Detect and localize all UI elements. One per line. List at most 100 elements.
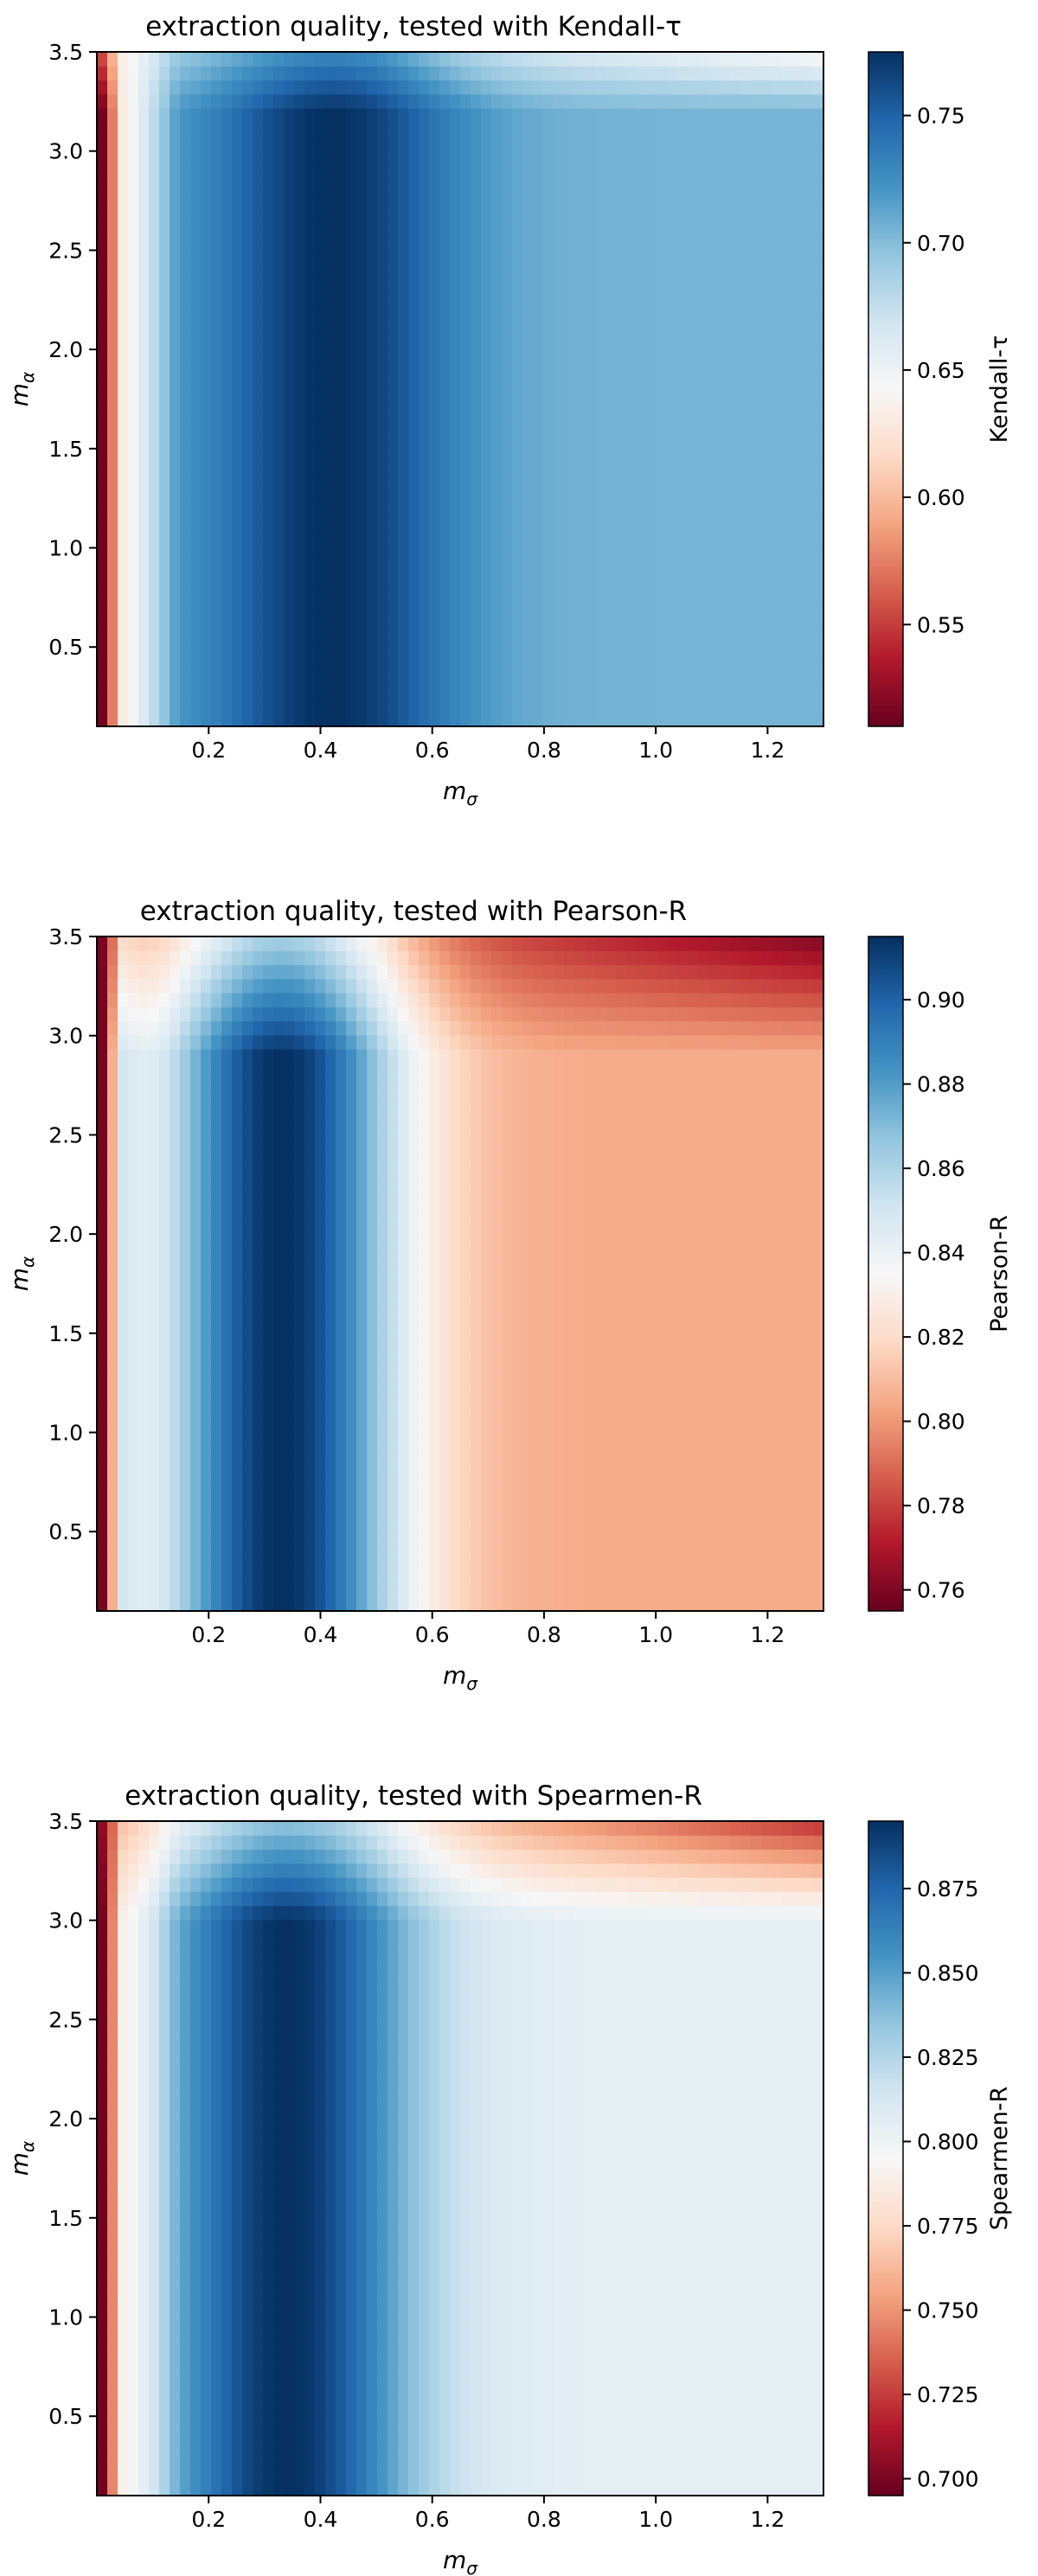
heatmap-cell (460, 93, 471, 109)
heatmap-cell (284, 80, 295, 95)
heatmap-cell (460, 712, 471, 727)
heatmap-cell (772, 1358, 783, 1373)
heatmap-cell (346, 1555, 357, 1569)
heatmap-cell (803, 304, 814, 320)
heatmap-cell (429, 1526, 440, 1542)
heatmap-cell (97, 52, 108, 67)
heatmap-cell (491, 192, 503, 208)
heatmap-cell (356, 614, 368, 629)
heatmap-cell (253, 417, 264, 432)
heatmap-cell (180, 1371, 191, 1387)
heatmap-cell (751, 1569, 762, 1584)
heatmap-cell (149, 1540, 160, 1556)
heatmap-cell (574, 333, 586, 348)
heatmap-cell (367, 1442, 378, 1457)
heatmap-cell (377, 150, 388, 165)
heatmap-cell (678, 1596, 689, 1612)
heatmap-cell (585, 684, 596, 700)
heatmap-cell (657, 502, 669, 516)
heatmap-cell (761, 178, 772, 194)
heatmap-cell (574, 1315, 586, 1331)
heatmap-cell (439, 347, 451, 362)
heatmap-cell (356, 684, 368, 700)
heatmap-cell (242, 1499, 253, 1513)
heatmap-cell (325, 1400, 336, 1416)
heatmap-cell (180, 614, 191, 629)
heatmap-cell (761, 558, 772, 572)
heatmap-cell (751, 1526, 762, 1542)
heatmap-cell (398, 670, 409, 685)
heatmap-cell (637, 1344, 648, 1359)
heatmap-cell (118, 1540, 129, 1556)
heatmap-cell (813, 403, 824, 419)
heatmap-cell (564, 1526, 575, 1542)
heatmap-cell (554, 502, 565, 516)
heatmap-cell (491, 1330, 503, 1345)
heatmap-cell (626, 487, 638, 502)
heatmap-cell (398, 599, 409, 615)
heatmap-cell (149, 628, 160, 643)
heatmap-cell (180, 599, 191, 615)
heatmap-cell (637, 304, 648, 320)
heatmap-cell (792, 108, 804, 123)
heatmap-cell (273, 248, 285, 264)
heatmap-cell (657, 291, 669, 306)
heatmap-cell (657, 93, 669, 109)
heatmap-cell (325, 52, 336, 67)
heatmap-cell (564, 277, 575, 291)
heatmap-cell (170, 487, 181, 502)
heatmap-cell (356, 1315, 368, 1331)
heatmap-cell (543, 122, 554, 137)
heatmap-cell (709, 1301, 721, 1317)
heatmap-cell (450, 93, 461, 109)
heatmap-cell (242, 502, 253, 516)
heatmap-cell (657, 529, 669, 545)
heatmap-cell (107, 1288, 119, 1303)
heatmap-cell (377, 248, 388, 264)
heatmap-cell (689, 558, 700, 572)
heatmap-cell (761, 614, 772, 629)
heatmap-cell (284, 684, 295, 700)
heatmap-cell (263, 698, 274, 713)
heatmap-cell (502, 459, 513, 475)
heatmap-cell (709, 1428, 721, 1443)
heatmap-cell (346, 1386, 357, 1401)
heatmap-cell (512, 1512, 523, 1528)
heatmap-cell (408, 1582, 420, 1598)
heatmap-cell (408, 1371, 420, 1387)
heatmap-cell (284, 1512, 295, 1528)
heatmap-cell (657, 389, 669, 404)
heatmap-cell (751, 262, 762, 278)
heatmap-cell (232, 572, 243, 587)
heatmap-cell (315, 445, 326, 460)
heatmap-cell (398, 1400, 409, 1416)
heatmap-cell (149, 1512, 160, 1528)
heatmap-cell (460, 642, 471, 657)
heatmap-cell (803, 1330, 814, 1345)
heatmap-cell (792, 459, 804, 475)
heatmap-cell (273, 670, 285, 685)
heatmap-cell (201, 431, 212, 446)
heatmap-cell (253, 712, 264, 727)
heatmap-cell (232, 543, 243, 559)
heatmap-cell (502, 1456, 513, 1472)
heatmap-cell (522, 1582, 534, 1598)
heatmap-cell (128, 473, 139, 489)
heatmap-cell (657, 52, 669, 67)
heatmap-cell (813, 108, 824, 123)
heatmap-cell (595, 80, 606, 95)
heatmap-cell (554, 473, 565, 489)
heatmap-cell (543, 558, 554, 572)
heatmap-cell (294, 108, 305, 123)
heatmap-cell (720, 614, 731, 629)
heatmap-cell (284, 1456, 295, 1472)
heatmap-cell (180, 122, 191, 137)
heatmap-cell (668, 318, 679, 334)
heatmap-cell (554, 234, 565, 250)
heatmap-cell (803, 431, 814, 446)
heatmap-cell (273, 262, 285, 278)
heatmap-cell (284, 1470, 295, 1486)
heatmap-cell (263, 1512, 274, 1528)
heatmap-cell (408, 122, 420, 137)
heatmap-cell (232, 670, 243, 685)
